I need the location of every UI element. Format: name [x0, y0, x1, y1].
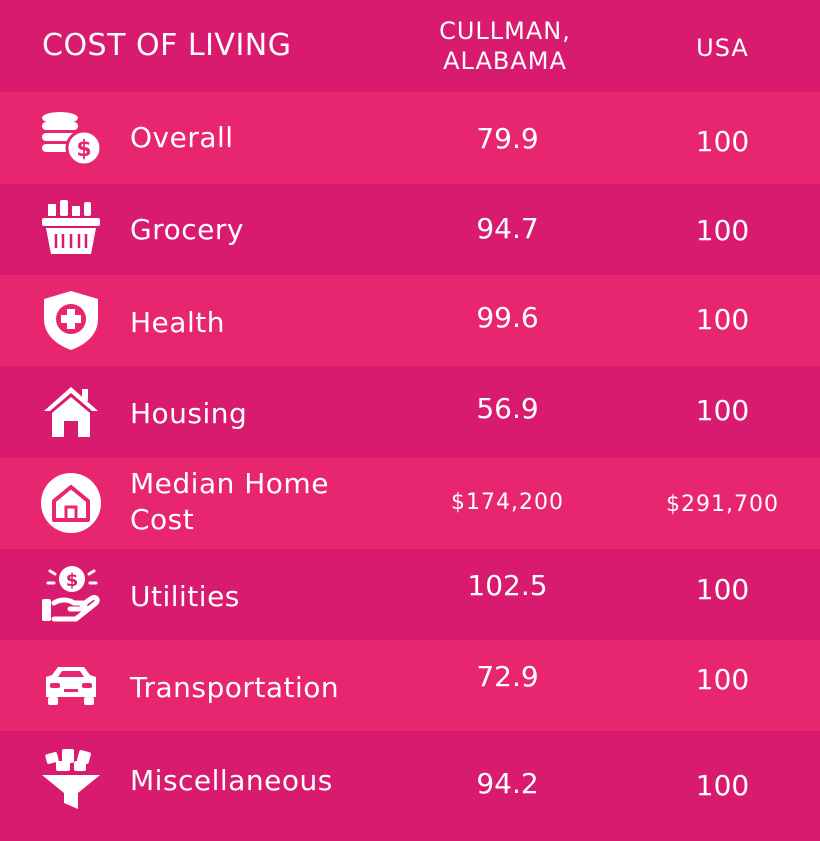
svg-text:$: $ [76, 137, 91, 162]
health-shield-icon [38, 287, 104, 353]
usa-value-median-home-cost: $291,700 [666, 492, 779, 517]
cullman-value-transportation: 72.9 [476, 660, 539, 693]
usa-value-overall: 100 [695, 125, 750, 158]
column-header-cullman: CULLMAN, ALABAMA [405, 16, 605, 76]
hand-dollar-icon: $ [38, 561, 104, 627]
row-label-utilities: Utilities [130, 580, 240, 613]
cullman-value-health: 99.6 [476, 301, 539, 334]
usa-value-transportation: 100 [695, 663, 750, 696]
row-label-health: Health [130, 306, 225, 339]
usa-value-utilities: 100 [695, 573, 750, 606]
table-row-median-home-cost: Median Home Cost $174,200 $291,700 [0, 458, 820, 549]
cullman-value-median-home-cost: $174,200 [451, 490, 564, 515]
usa-value-housing: 100 [695, 394, 750, 427]
home-circle-icon [38, 470, 104, 536]
funnel-items-icon [38, 747, 104, 813]
cullman-value-grocery: 94.7 [476, 212, 539, 245]
row-label-median-home-cost-line2: Cost [130, 503, 195, 536]
row-label-median-home-cost-line1: Median Home [130, 467, 329, 500]
row-label-overall: Overall [130, 121, 234, 154]
house-icon [38, 379, 104, 445]
column-header-cullman-line1: CULLMAN, [439, 17, 571, 45]
car-icon [38, 653, 104, 719]
table-title: COST OF LIVING [42, 28, 292, 63]
column-header-cullman-line2: ALABAMA [443, 47, 567, 75]
cullman-value-overall: 79.9 [476, 122, 539, 155]
table-row-miscellaneous: Miscellaneous 94.2 100 [0, 731, 820, 841]
grocery-basket-icon [38, 196, 104, 262]
usa-value-miscellaneous: 100 [695, 769, 750, 802]
usa-value-health: 100 [695, 303, 750, 336]
table-row-utilities: $ Utilities 102.5 100 [0, 549, 820, 640]
cullman-value-utilities: 102.5 [467, 569, 548, 602]
row-label-miscellaneous: Miscellaneous [130, 764, 333, 797]
table-row-transportation: Transportation 72.9 100 [0, 640, 820, 731]
cullman-value-housing: 56.9 [476, 392, 539, 425]
column-header-usa: USA [696, 34, 749, 62]
table-row-overall: $ Overall 79.9 100 [0, 92, 820, 184]
coins-dollar-icon: $ [38, 104, 104, 170]
row-label-median-home-cost: Median Home Cost [130, 466, 329, 538]
table-row-health: Health 99.6 100 [0, 275, 820, 366]
table-header: COST OF LIVING CULLMAN, ALABAMA USA [0, 0, 820, 92]
table-row-grocery: Grocery 94.7 100 [0, 184, 820, 275]
svg-text:$: $ [66, 570, 79, 591]
row-label-transportation: Transportation [130, 671, 340, 704]
row-label-housing: Housing [130, 397, 248, 430]
table-row-housing: Housing 56.9 100 [0, 366, 820, 458]
row-label-grocery: Grocery [130, 213, 244, 246]
cullman-value-miscellaneous: 94.2 [476, 767, 539, 800]
usa-value-grocery: 100 [695, 214, 750, 247]
